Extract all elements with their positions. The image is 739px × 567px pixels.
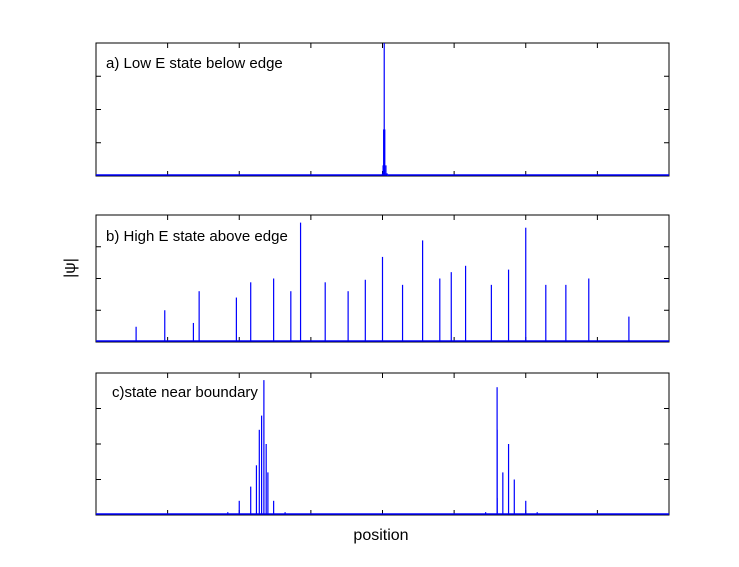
panel-c: c)state near boundary xyxy=(95,372,670,516)
panel-b-annotation: b) High E state above edge xyxy=(106,228,288,245)
panel-c-plot xyxy=(96,380,669,515)
panel-a-plot xyxy=(96,43,669,176)
panel-b-plot xyxy=(96,222,669,342)
panel-b: b) High E state above edge xyxy=(95,214,670,343)
panel-c-annotation: c)state near boundary xyxy=(112,384,258,401)
panel-a-axes-box xyxy=(95,42,670,177)
panel-a: a) Low E state below edge xyxy=(95,42,670,177)
panel-c-axes-box xyxy=(95,372,670,516)
panel-a-annotation: a) Low E state below edge xyxy=(106,55,283,72)
x-axis-label: position xyxy=(353,527,408,544)
y-axis-label: |ψ| xyxy=(62,258,79,278)
